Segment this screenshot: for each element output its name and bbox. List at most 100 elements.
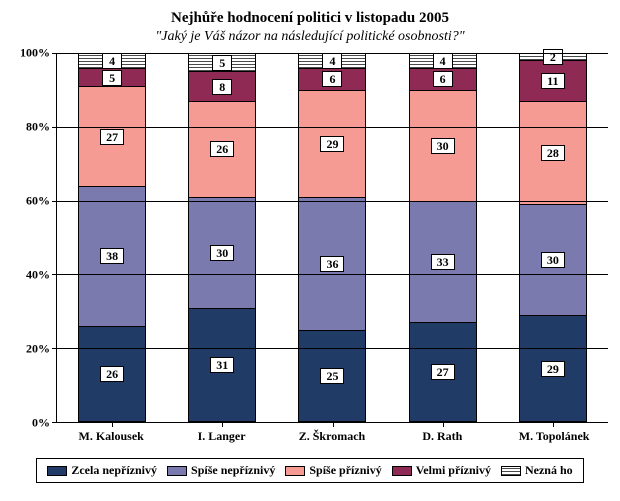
data-label: 27	[100, 129, 124, 145]
legend-item: Zcela nepříznivý	[47, 463, 157, 478]
x-axis-label: M. Kalousek	[77, 429, 145, 444]
legend-swatch	[285, 466, 305, 476]
gridline	[57, 201, 608, 202]
gridline	[57, 348, 608, 349]
x-axis-label: D. Rath	[408, 429, 476, 444]
data-label: 29	[320, 136, 344, 152]
data-label: 6	[322, 71, 342, 87]
bar-segment: 4	[409, 53, 477, 68]
data-label: 29	[541, 361, 565, 377]
legend-swatch	[501, 466, 521, 476]
data-label: 33	[431, 254, 455, 270]
y-tick-mark	[52, 422, 57, 423]
y-axis: 0%20%40%60%80%100%	[12, 53, 56, 423]
bar: 27 33 30 6 4	[409, 53, 477, 422]
bar-segment: 36	[298, 197, 366, 330]
legend-swatch	[47, 466, 67, 476]
bar-segment: 11	[519, 60, 587, 101]
x-axis: M. Kalousek I. Langer Z. Škromach D. Rath M.…	[56, 429, 608, 444]
legend-label: Spíše příznivý	[309, 463, 381, 478]
legend-label: Spíše nepříznivý	[191, 463, 275, 478]
bar-segment: 4	[298, 53, 366, 68]
bar-segment: 31	[188, 308, 256, 422]
x-tick-mark	[222, 422, 223, 427]
data-label: 36	[320, 256, 344, 272]
bar-segment: 27	[409, 322, 477, 422]
bar-segment: 29	[519, 315, 587, 422]
bar-segment: 5	[78, 68, 146, 86]
data-label: 4	[433, 53, 453, 69]
legend-label: Zcela nepříznivý	[71, 463, 157, 478]
bar-segment: 28	[519, 101, 587, 204]
legend-label: Velmi příznivý	[416, 463, 491, 478]
y-tick-label: 80%	[26, 120, 50, 135]
legend-item: Nezná ho	[501, 463, 573, 478]
data-label: 4	[322, 53, 342, 69]
y-tick-label: 100%	[20, 46, 50, 61]
gridline	[57, 127, 608, 128]
data-label: 11	[541, 73, 564, 89]
chart-subtitle: "Jaký je Váš názor na následující politi…	[12, 29, 608, 45]
legend: Zcela nepříznivý Spíše nepříznivý Spíše př…	[36, 458, 583, 483]
data-label: 30	[431, 138, 455, 154]
x-axis-label: I. Langer	[188, 429, 256, 444]
data-label: 28	[541, 145, 565, 161]
y-tick-label: 0%	[32, 416, 50, 431]
bar-segment: 33	[409, 201, 477, 323]
chart-title: Nejhůře hodnocení politici v listopadu 2…	[12, 10, 608, 27]
legend-swatch	[167, 466, 187, 476]
x-axis-label: Z. Škromach	[298, 429, 366, 444]
data-label: 5	[102, 70, 122, 86]
bar-segment: 30	[188, 197, 256, 308]
data-label: 27	[431, 364, 455, 380]
chart-container: Nejhůře hodnocení politici v listopadu 2…	[0, 0, 620, 501]
legend-item: Spíše příznivý	[285, 463, 381, 478]
bar-segment: 6	[298, 68, 366, 90]
data-label: 8	[212, 79, 232, 95]
legend-item: Velmi příznivý	[392, 463, 491, 478]
bar: 31 30 26 8 5	[188, 53, 256, 422]
bar: 29 30 28 11 2	[519, 53, 587, 422]
bar-segment: 26	[188, 101, 256, 197]
bar: 26 38 27 54	[78, 53, 146, 422]
bar-segment: 8	[188, 71, 256, 101]
bar-segment: 30	[519, 204, 587, 315]
bar-segment: 25	[298, 330, 366, 422]
data-label: 30	[210, 245, 234, 261]
data-label: 30	[541, 252, 565, 268]
x-tick-mark	[443, 422, 444, 427]
x-tick-mark	[553, 422, 554, 427]
data-label: 4	[102, 53, 122, 69]
legend-item: Spíše nepříznivý	[167, 463, 275, 478]
x-tick-mark	[333, 422, 334, 427]
data-label: 5	[212, 55, 232, 71]
bar-segment: 2	[519, 53, 587, 60]
bar-segment: 26	[78, 326, 146, 422]
plot-area: 2638275431302685253629642733306429302811…	[56, 53, 608, 423]
x-tick-mark	[112, 422, 113, 427]
data-label: 26	[210, 141, 234, 157]
bars-group: 2638275431302685253629642733306429302811…	[57, 53, 608, 422]
y-tick-label: 60%	[26, 194, 50, 209]
data-label: 25	[320, 368, 344, 384]
data-label: 6	[433, 71, 453, 87]
bar-segment: 30	[409, 90, 477, 201]
x-axis-label: M. Topolánek	[519, 429, 587, 444]
legend-label: Nezná ho	[525, 463, 573, 478]
gridline	[57, 53, 608, 54]
data-label: 38	[100, 248, 124, 264]
bar-segment: 29	[298, 90, 366, 197]
y-tick-label: 40%	[26, 268, 50, 283]
y-tick-label: 20%	[26, 342, 50, 357]
legend-swatch	[392, 466, 412, 476]
plot-wrap: 0%20%40%60%80%100% 263827543130268525362…	[12, 53, 608, 423]
data-label: 26	[100, 366, 124, 382]
data-label: 2	[543, 49, 563, 65]
data-label: 31	[210, 357, 234, 373]
bar-segment: 4	[78, 53, 146, 68]
bar-segment: 27	[78, 86, 146, 186]
bar: 25 36 29 6 4	[298, 53, 366, 422]
bar-segment: 5	[188, 53, 256, 71]
gridline	[57, 274, 608, 275]
bar-segment: 6	[409, 68, 477, 90]
